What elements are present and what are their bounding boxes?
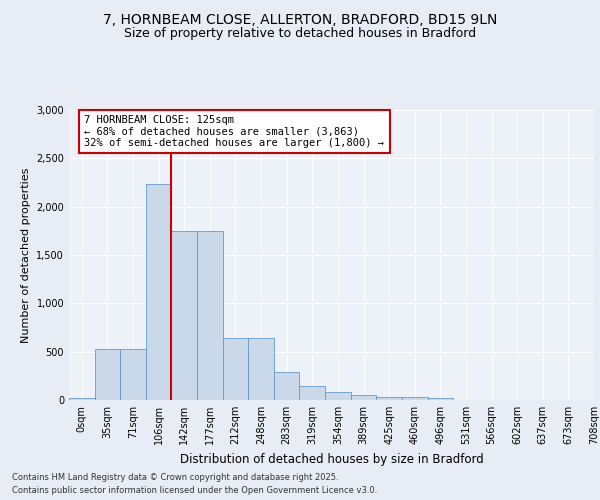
Bar xyxy=(120,349,146,400)
Bar xyxy=(146,184,172,400)
Bar xyxy=(172,231,197,400)
X-axis label: Distribution of detached houses by size in Bradford: Distribution of detached houses by size … xyxy=(179,452,484,466)
Bar xyxy=(197,231,223,400)
Bar xyxy=(402,396,428,400)
Bar xyxy=(248,338,274,400)
Bar xyxy=(299,386,325,400)
Bar xyxy=(325,392,351,400)
Text: 7, HORNBEAM CLOSE, ALLERTON, BRADFORD, BD15 9LN: 7, HORNBEAM CLOSE, ALLERTON, BRADFORD, B… xyxy=(103,12,497,26)
Bar xyxy=(223,338,248,400)
Bar xyxy=(95,349,120,400)
Bar xyxy=(351,394,376,400)
Text: Contains public sector information licensed under the Open Government Licence v3: Contains public sector information licen… xyxy=(12,486,377,495)
Text: Size of property relative to detached houses in Bradford: Size of property relative to detached ho… xyxy=(124,28,476,40)
Text: 7 HORNBEAM CLOSE: 125sqm
← 68% of detached houses are smaller (3,863)
32% of sem: 7 HORNBEAM CLOSE: 125sqm ← 68% of detach… xyxy=(85,115,385,148)
Bar xyxy=(69,398,95,400)
Y-axis label: Number of detached properties: Number of detached properties xyxy=(21,168,31,342)
Bar xyxy=(274,372,299,400)
Text: Contains HM Land Registry data © Crown copyright and database right 2025.: Contains HM Land Registry data © Crown c… xyxy=(12,474,338,482)
Bar xyxy=(428,398,453,400)
Bar xyxy=(376,396,402,400)
